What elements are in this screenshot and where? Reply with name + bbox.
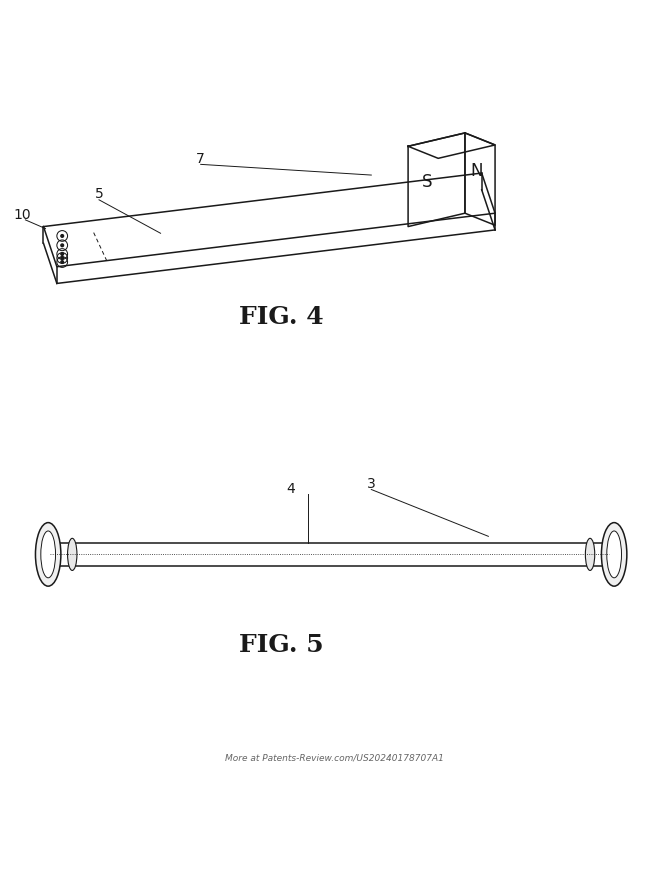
Text: 10: 10 xyxy=(13,208,31,221)
Text: S: S xyxy=(421,173,432,191)
Circle shape xyxy=(61,261,64,264)
Ellipse shape xyxy=(68,538,77,570)
Circle shape xyxy=(61,253,64,256)
Text: 5: 5 xyxy=(94,187,104,202)
Circle shape xyxy=(61,244,64,247)
Circle shape xyxy=(61,257,64,259)
Circle shape xyxy=(61,234,64,237)
Ellipse shape xyxy=(35,523,61,586)
Text: FIG. 4: FIG. 4 xyxy=(239,305,323,329)
Ellipse shape xyxy=(601,523,627,586)
Text: 4: 4 xyxy=(286,482,296,496)
Ellipse shape xyxy=(585,538,595,570)
Text: FIG. 5: FIG. 5 xyxy=(239,632,323,657)
Text: More at Patents-Review.com/US20240178707A1: More at Patents-Review.com/US20240178707… xyxy=(225,754,444,763)
Ellipse shape xyxy=(41,531,56,578)
Polygon shape xyxy=(50,543,609,566)
Text: 7: 7 xyxy=(196,152,205,166)
Ellipse shape xyxy=(607,531,622,578)
Text: N: N xyxy=(470,162,482,180)
Text: 3: 3 xyxy=(367,477,376,491)
